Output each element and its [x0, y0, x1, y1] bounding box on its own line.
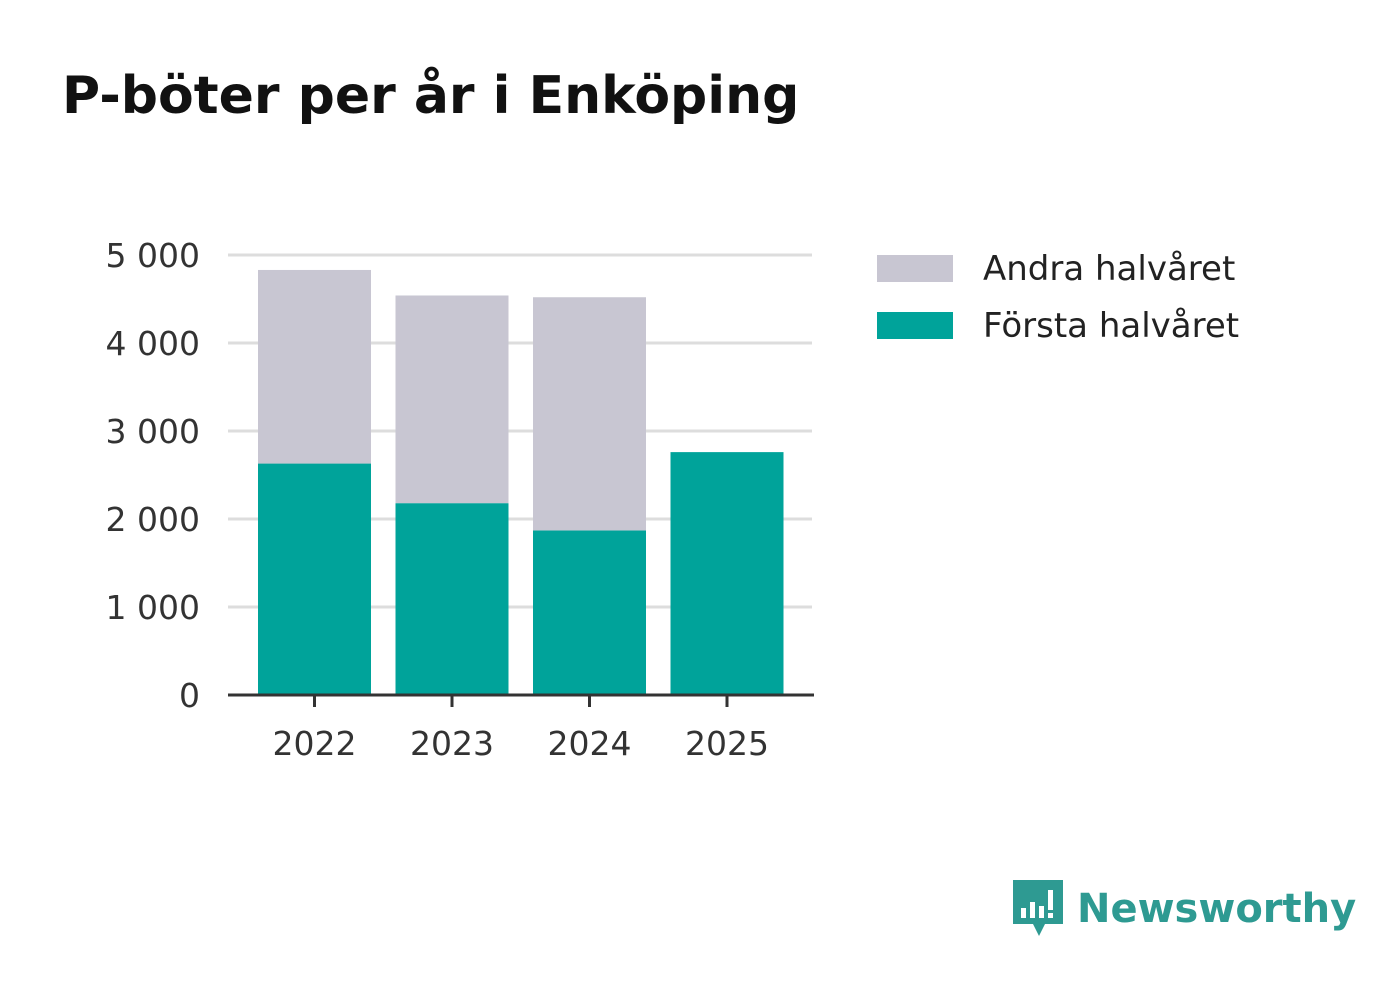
brand-name: Newsworthy — [1077, 886, 1357, 932]
chart-title: P-böter per år i Enköping — [62, 66, 800, 126]
legend: Andra halvåret Första halvåret — [877, 240, 1239, 354]
bar-first-half-2023 — [395, 503, 509, 695]
y-tick-label-2000: 2 000 — [106, 500, 200, 539]
y-tick-label-0: 0 — [179, 676, 200, 715]
bar-first-half-2024 — [533, 530, 646, 695]
y-tick-label-4000: 4 000 — [106, 324, 200, 363]
legend-swatch-first-half — [877, 312, 953, 339]
y-tick-label-1000: 1 000 — [106, 588, 200, 627]
legend-label-first-half: Första halvåret — [983, 305, 1240, 346]
bar-second-half-2022 — [258, 269, 371, 464]
x-tick-label-2022: 2022 — [273, 724, 357, 763]
bar-first-half-2022 — [258, 463, 371, 695]
newsworthy-logo-icon — [1013, 880, 1063, 936]
bar-first-half-2025 — [670, 452, 784, 695]
x-tick-label-2025: 2025 — [685, 724, 769, 763]
y-tick-label-5000: 5 000 — [106, 236, 200, 275]
x-tick-label-2023: 2023 — [410, 724, 494, 763]
x-tick-label-2024: 2024 — [548, 724, 632, 763]
legend-item-first-half: Första halvåret — [877, 297, 1239, 354]
brand-logo: Newsworthy — [1011, 878, 1356, 940]
y-tick-label-3000: 3 000 — [106, 412, 200, 451]
legend-item-second-half: Andra halvåret — [877, 240, 1239, 297]
legend-label-second-half: Andra halvåret — [983, 248, 1236, 289]
legend-swatch-second-half — [877, 255, 953, 282]
bar-second-half-2023 — [395, 295, 509, 504]
axes: 0 1 000 2 000 3 000 4 000 5 000 2022 2023 2024 20… — [106, 236, 814, 763]
bar-second-half-2024 — [533, 297, 646, 531]
bars — [258, 269, 784, 695]
